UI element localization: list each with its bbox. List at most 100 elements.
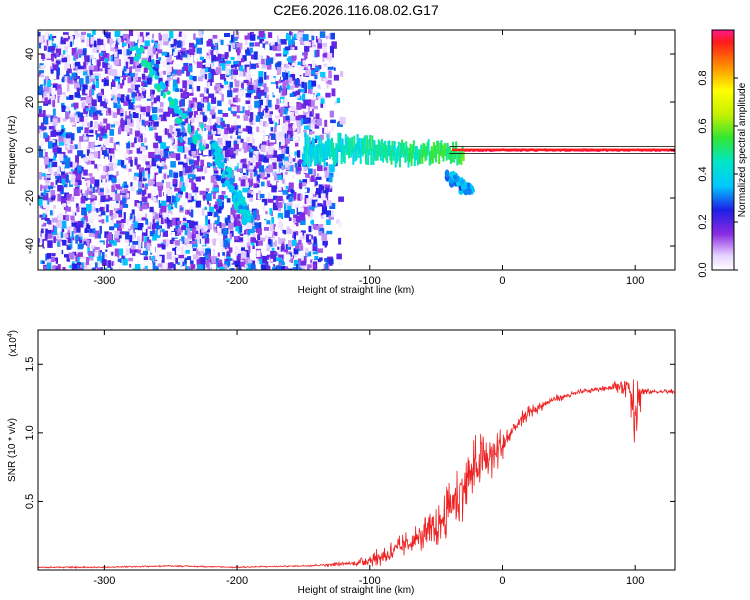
heat-cell xyxy=(99,46,105,54)
heat-cell xyxy=(124,236,129,243)
heat-cell xyxy=(267,146,274,155)
heat-cell xyxy=(64,136,70,144)
heat-cell xyxy=(228,52,232,60)
heat-cell xyxy=(169,139,173,146)
heat-cell xyxy=(251,233,257,238)
heat-cell xyxy=(195,200,201,208)
heat-cell xyxy=(256,257,261,265)
heat-cell xyxy=(333,74,339,81)
heat-cell xyxy=(250,191,256,195)
heat-cell xyxy=(47,185,54,190)
heat-cell xyxy=(304,46,310,52)
heat-cell xyxy=(70,117,75,123)
spec-xtick-label: -200 xyxy=(226,275,248,287)
heat-cell xyxy=(106,32,111,39)
heat-cell xyxy=(89,104,95,110)
heat-cell xyxy=(141,267,144,270)
heat-cell xyxy=(122,165,127,169)
heat-cell xyxy=(216,208,222,214)
heat-cell xyxy=(62,118,67,122)
carrier-cell xyxy=(444,143,447,156)
heat-cell xyxy=(314,72,318,77)
heat-cell xyxy=(223,122,229,128)
heat-cell xyxy=(216,199,222,206)
heat-cell xyxy=(159,150,164,157)
heat-cell xyxy=(304,187,310,194)
heat-cell xyxy=(295,59,299,68)
heat-cell xyxy=(252,210,257,219)
heat-cell xyxy=(327,66,334,70)
heat-cell xyxy=(74,144,78,150)
heat-cell xyxy=(66,194,72,199)
heat-cell xyxy=(100,211,106,216)
heat-cell xyxy=(196,115,200,122)
carrier-cell xyxy=(412,140,415,155)
carrier-core xyxy=(655,148,660,152)
heat-cell xyxy=(227,215,231,220)
carrier-core xyxy=(535,148,540,152)
heat-cell xyxy=(302,207,309,215)
heat-cell xyxy=(217,142,224,149)
heat-cell xyxy=(101,84,105,92)
heat-cell xyxy=(54,125,57,133)
heat-cell xyxy=(185,249,191,254)
heat-cell xyxy=(40,184,43,192)
heat-cell xyxy=(267,239,272,245)
heat-cell xyxy=(193,93,196,101)
heat-cell xyxy=(229,247,233,253)
streak-cell xyxy=(154,75,160,80)
heat-cell xyxy=(121,255,125,259)
heat-cell xyxy=(133,72,138,81)
carrier-cell xyxy=(328,141,331,160)
heat-cell xyxy=(102,30,109,34)
heat-cell xyxy=(94,230,100,235)
heat-cell xyxy=(46,253,52,259)
heat-cell xyxy=(51,87,56,95)
heat-cell xyxy=(94,150,101,159)
heat-cell xyxy=(285,266,289,270)
heat-cell xyxy=(266,55,270,62)
heat-cell xyxy=(217,262,223,268)
heat-cell xyxy=(64,161,70,169)
heat-cell xyxy=(278,162,283,168)
heat-cell xyxy=(211,263,217,270)
carrier-core xyxy=(663,148,668,152)
heat-cell xyxy=(134,200,139,207)
heat-cell xyxy=(204,233,208,240)
heat-cell xyxy=(151,158,157,167)
heat-cell xyxy=(212,248,215,257)
heat-cell xyxy=(196,155,200,162)
heat-cell xyxy=(331,88,336,97)
heat-cell xyxy=(159,71,163,78)
heat-cell xyxy=(226,255,231,259)
carrier-core xyxy=(563,148,568,152)
heat-cell xyxy=(272,202,279,211)
heat-cell xyxy=(274,131,281,140)
heat-cell xyxy=(137,156,142,165)
heat-cell xyxy=(287,52,292,59)
heat-cell xyxy=(242,176,247,181)
heat-cell xyxy=(128,30,134,37)
heat-cell xyxy=(289,196,296,202)
heat-cell xyxy=(215,56,220,62)
heat-cell xyxy=(180,137,183,143)
heat-cell xyxy=(309,206,315,210)
heat-cell xyxy=(177,262,183,267)
heat-cell xyxy=(153,121,159,127)
heat-cell xyxy=(137,239,142,247)
heat-cell xyxy=(167,73,173,81)
heat-cell xyxy=(81,255,86,260)
heat-cell xyxy=(236,115,240,119)
colorbar-label: Normalized spectral amplitude xyxy=(737,82,748,217)
heat-cell xyxy=(265,75,270,80)
heat-cell xyxy=(190,209,194,218)
heat-cell xyxy=(289,85,294,90)
heat-cell xyxy=(207,105,211,112)
heat-cell xyxy=(161,134,167,143)
heat-cell xyxy=(309,191,312,198)
heat-cell xyxy=(286,123,293,130)
heat-cell xyxy=(96,59,101,67)
carrier-cell xyxy=(353,135,356,153)
carrier-core xyxy=(499,148,504,152)
heat-cell xyxy=(261,181,265,187)
